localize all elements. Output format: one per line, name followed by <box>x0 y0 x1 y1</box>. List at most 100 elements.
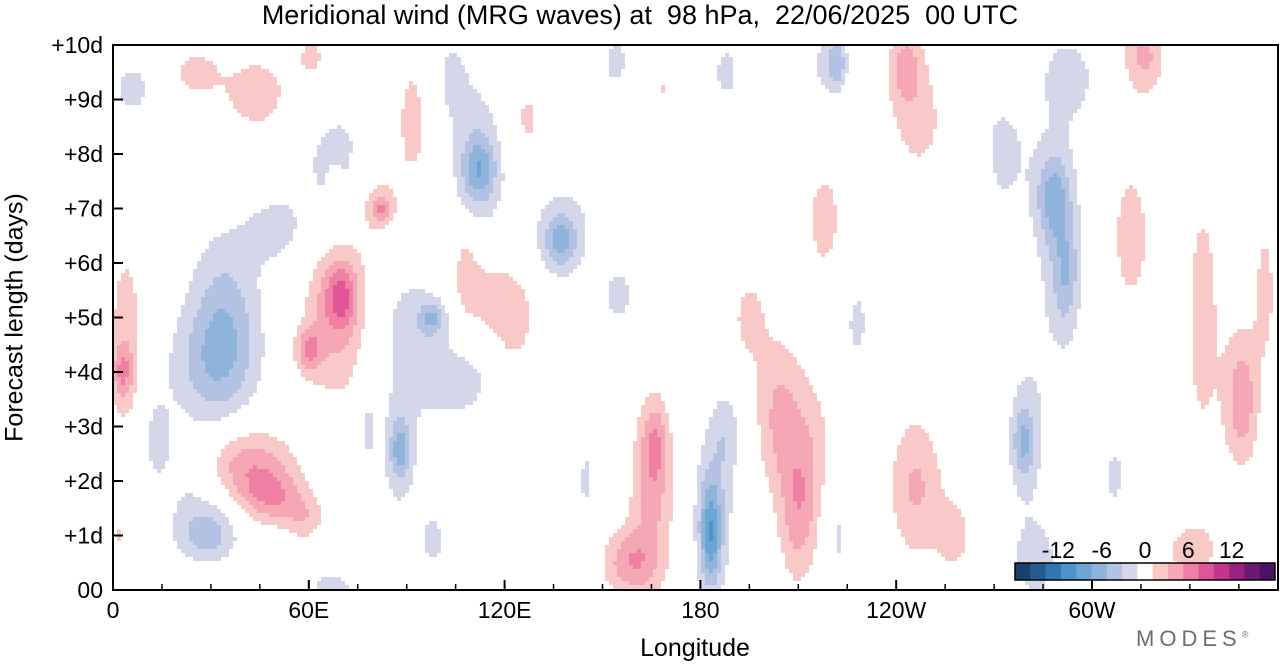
contour-cell <box>129 369 133 373</box>
contour-cell <box>1017 457 1033 461</box>
contour-cell <box>665 489 673 493</box>
contour-cell <box>245 509 257 513</box>
contour-cell <box>609 61 625 65</box>
contour-cell <box>1049 217 1065 221</box>
contour-cell <box>261 521 321 525</box>
contour-cell <box>793 393 817 397</box>
contour-cell <box>757 389 773 393</box>
contour-cell <box>1041 265 1053 269</box>
contour-cell <box>605 577 621 581</box>
contour-cell <box>657 537 669 541</box>
y-tick-label: 00 <box>77 577 103 603</box>
contour-cell <box>365 213 373 217</box>
contour-cell <box>1073 201 1077 205</box>
contour-cell <box>1117 245 1145 249</box>
contour-cell <box>1025 517 1033 521</box>
contour-cell <box>261 209 293 213</box>
contour-cell <box>537 225 549 229</box>
contour-cell <box>357 293 365 297</box>
contour-cell <box>1065 213 1073 217</box>
contour-cell <box>1109 477 1121 481</box>
contour-cell <box>205 337 237 341</box>
contour-cell <box>893 473 909 477</box>
contour-cell <box>717 521 721 525</box>
contour-cell <box>1013 481 1037 485</box>
contour-cell <box>249 341 265 345</box>
contour-cell <box>829 73 841 77</box>
contour-cell <box>245 373 261 377</box>
contour-cell <box>385 429 393 433</box>
contour-cell <box>253 213 293 217</box>
contour-cell <box>1121 209 1141 213</box>
contour-cell <box>993 125 1013 129</box>
contour-cell <box>1029 209 1041 213</box>
contour-cell <box>113 317 137 321</box>
contour-cell <box>1125 61 1137 65</box>
contour-cell <box>521 109 533 113</box>
contour-cell <box>341 165 349 169</box>
contour-cell <box>173 337 189 341</box>
contour-cell <box>125 357 133 361</box>
contour-cell <box>813 489 821 493</box>
contour-cell <box>805 417 825 421</box>
contour-cell <box>625 521 641 525</box>
contour-cell <box>713 453 725 457</box>
contour-cell <box>1257 277 1273 281</box>
contour-cell <box>793 477 805 481</box>
contour-cell <box>193 277 213 281</box>
contour-cell <box>801 505 813 509</box>
contour-cell <box>409 453 417 457</box>
contour-cell <box>1029 161 1045 165</box>
contour-cell <box>1193 373 1233 377</box>
contour-cell <box>1045 309 1061 313</box>
contour-cell <box>325 385 345 389</box>
contour-cell <box>725 505 733 509</box>
contour-cell <box>633 469 641 473</box>
contour-cell <box>649 453 661 457</box>
contour-cell <box>701 485 709 489</box>
contour-cell <box>113 381 117 385</box>
contour-cell <box>905 429 925 433</box>
contour-cell <box>1029 469 1037 473</box>
contour-cell <box>781 545 793 549</box>
contour-cell <box>537 221 549 225</box>
contour-cell <box>405 437 409 441</box>
contour-cell <box>225 309 245 313</box>
contour-cell <box>1193 337 1217 341</box>
contour-cell <box>701 585 721 589</box>
contour-cell <box>317 293 325 297</box>
contour-cell <box>129 361 133 365</box>
contour-cell <box>217 473 233 477</box>
contour-cell <box>809 525 817 529</box>
contour-cell <box>813 205 837 209</box>
contour-cell <box>809 433 825 437</box>
contour-cell <box>893 105 933 109</box>
contour-cell <box>405 445 409 449</box>
contour-cell <box>641 481 665 485</box>
contour-cell <box>705 521 709 525</box>
contour-cell <box>521 121 533 125</box>
contour-cell <box>993 161 1021 165</box>
contour-cell <box>725 529 729 533</box>
contour-cell <box>1193 381 1233 385</box>
contour-cell <box>917 93 933 97</box>
contour-cell <box>1073 293 1081 297</box>
contour-cell <box>121 277 133 281</box>
contour-cell <box>801 473 813 477</box>
contour-cell <box>441 317 449 321</box>
contour-cell <box>409 437 417 441</box>
contour-cell <box>657 529 669 533</box>
contour-cell <box>425 545 441 549</box>
contour-cell <box>813 221 837 225</box>
contour-cell <box>237 341 249 345</box>
contour-cell <box>725 541 729 545</box>
contour-cell <box>389 453 393 457</box>
contour-cell <box>1057 253 1069 257</box>
contour-cell <box>621 577 649 581</box>
contour-cell <box>457 277 513 281</box>
contour-cell <box>665 465 673 469</box>
contour-cell <box>301 317 317 321</box>
contour-cell <box>633 481 641 485</box>
contour-cell <box>577 237 585 241</box>
contour-cell <box>493 189 501 193</box>
